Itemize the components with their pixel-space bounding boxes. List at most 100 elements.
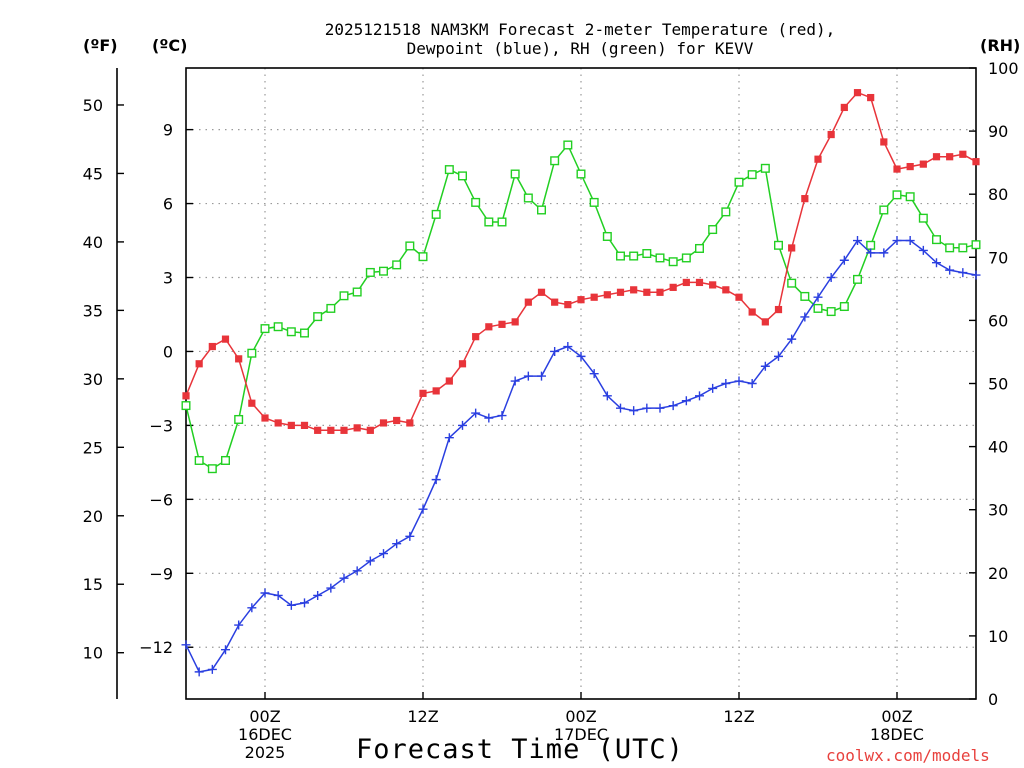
celsius-tick-label: −3 [149,416,173,435]
dewpoint-point [787,334,797,344]
rh-point [721,207,731,217]
plot-series [181,89,981,677]
rh-point [431,209,441,219]
2-meter-temperature-point [182,392,190,400]
2-meter-temperature-point [379,419,388,427]
dewpoint-point [510,376,520,386]
rh-point [523,193,533,203]
rh-point [234,414,244,424]
rh-point [774,240,784,250]
rh-point [800,291,810,301]
2-meter-temperature-point [432,387,440,395]
2-meter-temperature-point [511,318,519,326]
2-meter-temperature-point [959,150,967,158]
2-meter-temperature-point [235,355,243,363]
rh-point [405,241,415,251]
rh-point [708,225,718,235]
rh-point [616,251,626,261]
2-meter-temperature-point [774,305,783,314]
credit-link[interactable]: coolwx.com/models [826,746,990,765]
2-meter-temperature-line [185,91,977,432]
2-meter-temperature-point [893,165,901,173]
rh-tick-label: 40 [988,438,1008,457]
rh-point [971,240,981,250]
2-meter-temperature-point [880,138,888,146]
2-meter-temperature-point [551,298,559,306]
2-meter-temperature-point [748,308,756,316]
rh-point [958,243,968,253]
rh-point [918,213,928,223]
2-meter-temperature-point [867,93,875,102]
dewpoint-point [932,258,941,268]
x-tick-label: 12Z [407,707,438,726]
rh-point [392,260,402,270]
dewpoint-point [484,413,494,423]
2-meter-temperature-point [300,421,309,430]
2-meter-temperature-point [287,421,295,430]
x-tick-label: 2025 [245,743,286,762]
rh-tick-label: 20 [988,564,1008,583]
2-meter-temperature-point [801,195,809,203]
2-meter-temperature-point [195,360,203,368]
2-meter-temperature-point [498,320,506,328]
dewpoint-point [339,573,349,583]
dewpoint-point [471,408,481,418]
2-meter-temperature-point [695,278,704,287]
2-meter-temperature-point [709,281,717,289]
rh-point [813,303,823,313]
chart-title-line-2: Dewpoint (blue), RH (green) for KEVV [406,39,754,58]
celsius-tick-label: 3 [163,269,173,288]
rh-point [181,401,191,411]
rh-point [339,291,349,301]
rh-point [510,169,520,179]
dewpoint-point [563,342,573,352]
2-meter-temperature-point [932,153,941,161]
rh-point [300,328,310,338]
2-meter-temperature-point [669,283,677,291]
dewpoint-point [813,292,823,302]
celsius-tick-label: −12 [139,638,173,657]
dewpoint-point [839,255,849,265]
rh-point [576,169,586,179]
2-meter-temperature-point [577,296,585,304]
2-meter-temperature-point [722,286,730,294]
chart-title-line-1: 2025121518 NAM3KM Forecast 2-meter Tempe… [324,20,836,39]
rh-point [458,171,468,181]
2-meter-temperature-point [853,89,862,97]
fahrenheit-tick-label: 45 [83,164,103,183]
x-tick-label: 18DEC [870,725,924,744]
rh-tick-label: 10 [988,627,1008,646]
rh-point [550,156,560,166]
rh-tick-label: 30 [988,501,1008,520]
dewpoint-point [589,369,599,379]
celsius-tick-label: 6 [163,195,173,214]
x-tick-label: 00Z [249,707,280,726]
dewpoint-point [879,248,889,258]
fahrenheit-tick-label: 35 [83,301,103,320]
rh-point [273,322,283,332]
rh-point [760,163,770,173]
2-meter-temperature-point [840,103,848,112]
dewpoint-point [602,391,612,401]
dewpoint-point [326,583,336,593]
2-meter-temperature-point [274,419,282,427]
2-meter-temperature-point [353,424,361,432]
rh-point [365,267,375,277]
2-meter-temperature-point [366,426,374,434]
celsius-tick-label: 0 [163,342,173,361]
fahrenheit-tick-label: 10 [83,644,103,663]
rh-point [444,165,454,175]
rh-point [537,205,547,215]
x-tick-label: 00Z [565,707,596,726]
dewpoint-point [365,556,375,566]
rh-point [892,190,902,200]
dewpoint-point [431,475,441,485]
rh-point [589,197,599,207]
dewpoint-point [958,268,968,278]
rh-point [695,243,705,253]
dewpoint-point [221,645,230,655]
2-meter-temperature-point [208,342,216,351]
dewpoint-point [458,420,467,430]
2-meter-temperature-point [458,360,467,368]
dewpoint-point [866,248,876,258]
